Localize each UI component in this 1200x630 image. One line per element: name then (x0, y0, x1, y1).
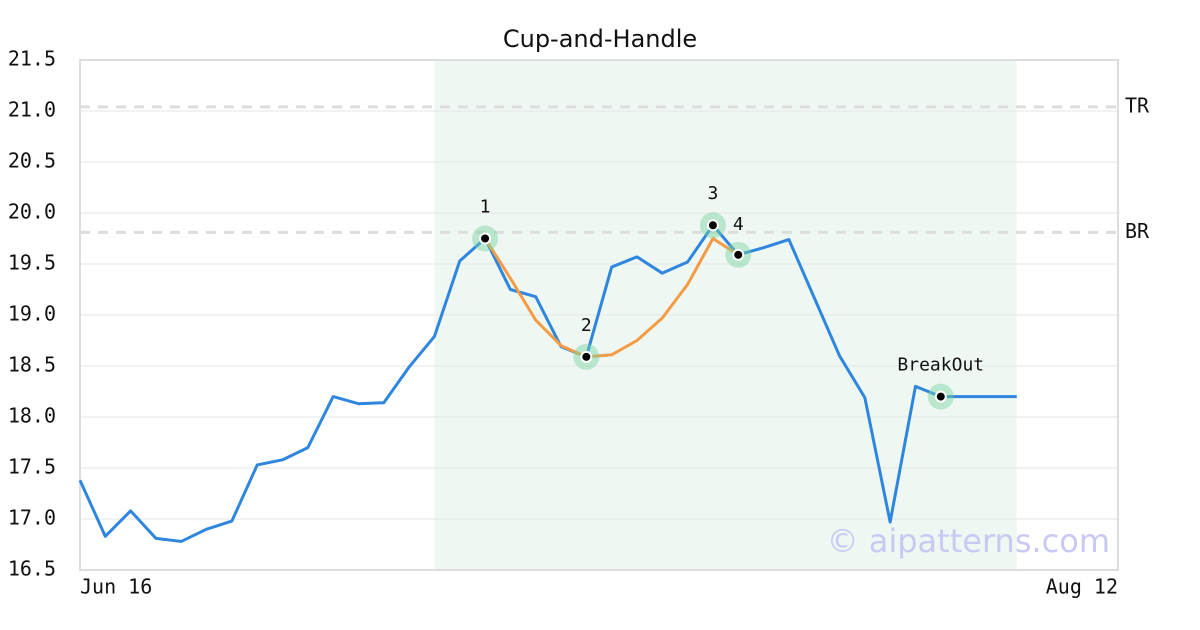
x-tick-label: Aug 12 (1046, 575, 1118, 599)
y-tick-label: 21.5 (8, 47, 56, 71)
y-tick-label: 19.5 (8, 251, 56, 275)
y-tick-label: 16.5 (8, 557, 56, 581)
x-tick-label: Jun 16 (80, 575, 152, 599)
reference-label: TR (1125, 93, 1150, 117)
marker-label: BreakOut (897, 355, 984, 376)
reference-label: BR (1125, 219, 1150, 243)
y-tick-label: 17.0 (8, 506, 56, 530)
series-line (78, 223, 1017, 543)
plot-frame (79, 59, 1119, 571)
marker-dot (580, 350, 593, 363)
marker-label: 4 (733, 214, 744, 235)
watermark: © aipatterns.com (827, 522, 1110, 560)
marker-dot (934, 390, 947, 403)
series-line (483, 237, 740, 359)
y-tick-label: 21.0 (8, 98, 56, 122)
y-tick-label: 17.5 (8, 455, 56, 479)
chart-title: Cup-and-Handle (503, 25, 697, 53)
y-tick-label: 18.0 (8, 404, 56, 428)
y-tick-label: 18.5 (8, 353, 56, 377)
marker-dot (706, 219, 719, 232)
y-tick-label: 20.5 (8, 149, 56, 173)
marker-dot (732, 248, 745, 261)
marker-label: 1 (480, 197, 491, 218)
marker-label: 3 (708, 183, 719, 204)
y-tick-label: 19.0 (8, 302, 56, 326)
marker-label: 2 (581, 315, 592, 336)
marker-dot (479, 232, 492, 245)
y-tick-label: 20.0 (8, 200, 56, 224)
